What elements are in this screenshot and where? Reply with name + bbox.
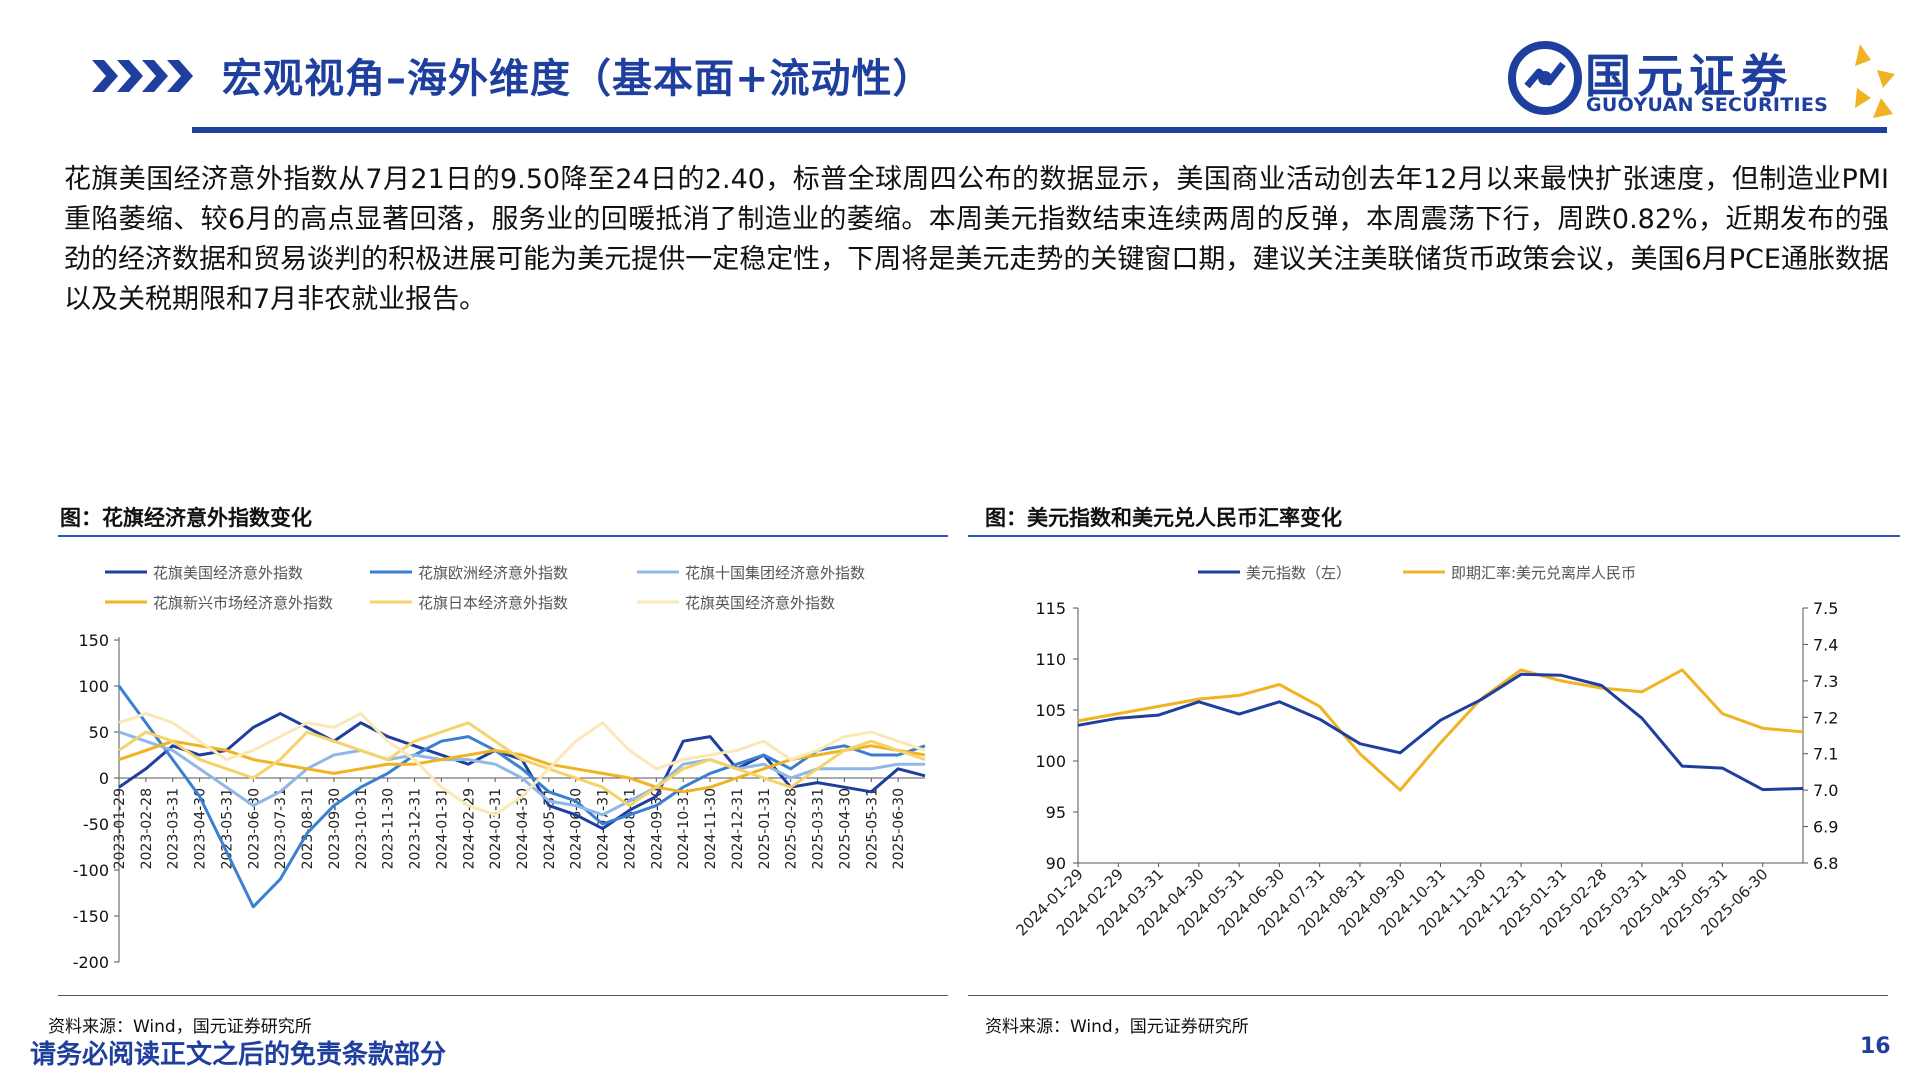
x-tick-label-6: 2023-07-31 (273, 788, 289, 869)
legend-label-0: 美元指数（左） (1246, 564, 1351, 582)
y-tick-label-5: 50 (89, 723, 109, 742)
x-tick-label-10: 2023-11-30 (381, 788, 397, 869)
page-number: 16 (1860, 1034, 1891, 1059)
x-tick-label-2: 2023-03-31 (166, 788, 182, 869)
chart-1-source: 资料来源：Wind，国元证券研究所 (48, 1017, 312, 1037)
y-tick-label-3: -50 (83, 815, 109, 834)
chart-2-title-rule (968, 535, 1900, 537)
left-tick-label-3: 105 (1035, 701, 1066, 720)
right-tick-label-7: 7.5 (1813, 599, 1838, 618)
x-tick-label-26: 2025-03-31 (811, 788, 827, 869)
series-line-1 (1077, 668, 1804, 792)
left-tick-label-5: 115 (1035, 599, 1066, 618)
series-line-2 (118, 730, 925, 817)
x-tick-label-27: 2025-04-30 (837, 788, 853, 869)
y-tick-label-1: -150 (73, 907, 109, 926)
chart-1-plot: 花旗美国经济意外指数 花旗欧洲经济意外指数 花旗十国集团经济意外指数花旗新兴市场经济… (73, 564, 926, 972)
x-tick-label-5: 2023-06-30 (246, 788, 262, 869)
x-tick-label-0: 2023-01-29 (112, 788, 128, 869)
legend-label-5: 花旗英国经济意外指数 (685, 594, 835, 612)
x-tick-label-13: 2024-02-29 (461, 788, 477, 869)
x-tick-label-1: 2023-02-28 (139, 788, 155, 869)
title-chevrons-icon (92, 60, 193, 92)
chart-1-title: 图：花旗经济意外指数变化 (60, 506, 312, 530)
left-tick-label-1: 95 (1046, 803, 1066, 822)
x-tick-label-9: 2023-10-31 (354, 788, 370, 869)
right-tick-label-1: 6.9 (1813, 818, 1838, 837)
y-tick-label-4: 0 (99, 769, 109, 788)
chart-1-bottom-rule (58, 995, 948, 996)
x-tick-label-12: 2024-01-31 (434, 788, 450, 869)
series-line-4 (118, 721, 926, 808)
y-tick-label-6: 100 (78, 677, 109, 696)
logo-text-cn: 国元证券 (1585, 49, 1793, 103)
legend-label-3: 花旗新兴市场经济意外指数 (153, 594, 333, 612)
right-tick-label-3: 7.1 (1813, 745, 1838, 764)
company-logo (1508, 41, 1895, 118)
series-line-0 (1077, 672, 1804, 792)
legend-label-2: 花旗十国集团经济意外指数 (685, 564, 865, 582)
logo-text-en: GUOYUAN SECURITIES (1586, 94, 1829, 116)
x-tick-label-15: 2024-04-30 (515, 788, 531, 869)
chart-1-title-rule (58, 535, 948, 537)
x-tick-label-25: 2025-02-28 (784, 788, 800, 869)
x-tick-label-22: 2024-11-30 (703, 788, 719, 869)
x-tick-label-28: 2025-05-31 (864, 788, 880, 869)
x-tick-label-11: 2023-12-31 (408, 788, 424, 869)
header-rule (192, 127, 1887, 133)
x-tick-label-4: 2023-05-31 (219, 788, 235, 869)
y-tick-label-2: -100 (73, 861, 109, 880)
right-tick-label-0: 6.8 (1813, 854, 1838, 873)
left-tick-label-0: 90 (1046, 854, 1066, 873)
chart-2-source: 资料来源：Wind，国元证券研究所 (985, 1017, 1249, 1037)
legend-label-1: 即期汇率:美元兑离岸人民币 (1451, 564, 1636, 582)
right-tick-label-5: 7.3 (1813, 672, 1838, 691)
chart-2-plot: 美元指数（左） 即期汇率:美元兑离岸人民币 90 95 100 105 110 115 6.8 6… (1012, 564, 1838, 939)
x-tick-label-14: 2024-03-31 (488, 788, 504, 869)
footer-disclaimer: 请务必阅读正文之后的免责条款部分 (30, 1040, 447, 1070)
x-tick-label-29: 2025-06-30 (891, 788, 907, 869)
left-tick-label-4: 110 (1035, 650, 1066, 669)
legend-label-4: 花旗日本经济意外指数 (418, 594, 568, 612)
series-line-5 (118, 712, 926, 817)
x-tick-label-20: 2024-09-30 (649, 788, 665, 869)
x-tick-label-21: 2024-10-31 (676, 788, 692, 869)
right-tick-label-6: 7.4 (1813, 635, 1838, 654)
page-title: 宏观视角–海外维度（基本面+流动性） (222, 56, 934, 102)
chart-2-title: 图：美元指数和美元兑人民币汇率变化 (985, 506, 1342, 530)
x-tick-label-7: 2023-08-31 (300, 788, 316, 869)
legend-label-0: 花旗美国经济意外指数 (153, 564, 303, 582)
y-tick-label-7: 150 (78, 631, 109, 650)
legend-label-1: 花旗欧洲经济意外指数 (418, 564, 568, 582)
y-tick-label-0: -200 (73, 953, 109, 972)
left-tick-label-2: 100 (1035, 752, 1066, 771)
right-tick-label-2: 7.0 (1813, 781, 1838, 800)
x-tick-label-23: 2024-12-31 (730, 788, 746, 869)
x-tick-label-24: 2025-01-31 (757, 788, 773, 869)
summary-paragraph: 花旗美国经济意外指数从7月21日的9.50降至24日的2.40，标普全球周四公布… (64, 164, 1889, 315)
chart-2-bottom-rule (968, 995, 1888, 996)
right-tick-label-4: 7.2 (1813, 708, 1838, 727)
series-line-1 (117, 685, 926, 909)
